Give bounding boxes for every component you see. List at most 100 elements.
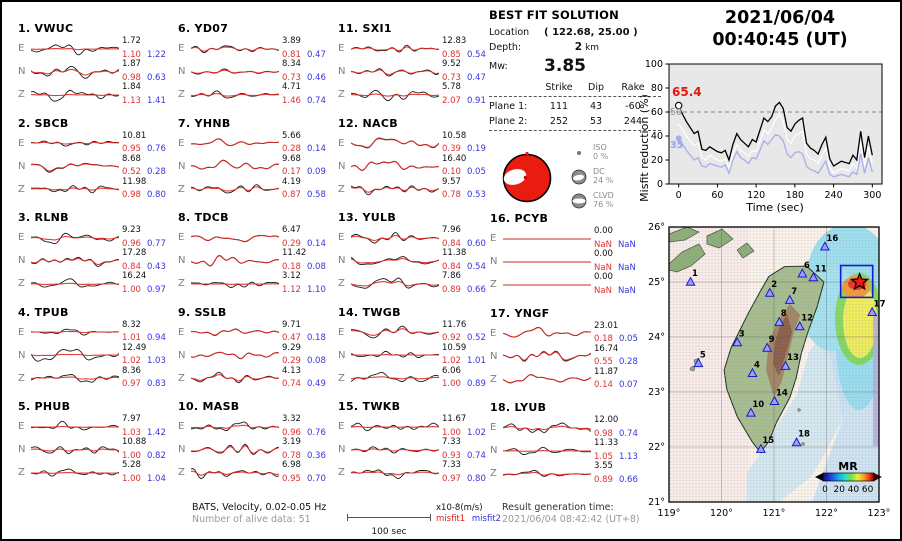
channel-label: N (338, 349, 346, 361)
channel-row-Z: Z 8.36 0.97 0.83 (18, 366, 178, 390)
waveform-plot (503, 469, 591, 477)
synthetic-trace (503, 327, 591, 338)
channel-values: 9.68 0.17 0.09 (282, 153, 326, 178)
peak-amplitude: 11.33 (594, 438, 619, 448)
plane-table-header: Strike Dip Rake (489, 80, 661, 95)
peak-amplitude: 9.68 (282, 153, 301, 164)
station-header: 11. SXI1 (338, 22, 392, 35)
channel-values: 5.66 0.28 0.14 (282, 131, 326, 155)
svg-text:180: 180 (786, 190, 804, 201)
channel-row-E: E 11.67 1.00 1.02 (338, 414, 498, 438)
synthetic-trace (351, 354, 439, 356)
channel-label: Z (178, 372, 185, 384)
synthetic-trace (351, 280, 439, 286)
misfit1-value: 0.97 (442, 473, 461, 484)
waveform-plot (503, 326, 591, 338)
misfit2-value: 0.07 (618, 380, 638, 390)
channel-values: 9.23 0.96 0.77 (122, 225, 166, 249)
misfit1-value: 0.84 (442, 238, 461, 249)
station-block-RLNB: 3. RLNB E 9.23 0.96 0.77 N 17.28 0.84 0.43 Z 16.24… (18, 211, 178, 306)
synthetic-trace (191, 186, 279, 192)
channel-values: 4.13 0.74 0.49 (282, 366, 326, 390)
svg-text:40: 40 (651, 131, 663, 142)
misfit1-value: 0.89 (442, 284, 461, 295)
channel-row-N: N 12.49 1.02 1.03 (18, 343, 178, 367)
channel-row-E: E 12.00 0.98 0.74 (490, 415, 650, 439)
channel-values: 11.38 0.84 0.54 (442, 248, 486, 272)
svg-text:40: 40 (848, 485, 860, 495)
channel-label: E (338, 137, 345, 149)
bats-filter-label: BATS, Velocity, 0.02-0.05 Hz (192, 502, 327, 513)
channel-values: 12.83 0.85 0.54 (442, 36, 486, 60)
channel-values: 16.74 0.55 0.28 (594, 344, 638, 368)
waveform-plot (191, 138, 279, 147)
observed-trace (31, 65, 119, 79)
misfit2-value: 1.13 (618, 451, 638, 462)
channel-label: E (490, 422, 497, 433)
plane2-rake: 244 (623, 116, 643, 127)
waveform-plot (503, 350, 591, 362)
channel-label: E (18, 232, 25, 243)
channel-row-Z: Z 9.57 0.78 0.53 (338, 177, 498, 201)
channel-values: 10.81 0.95 0.76 (122, 131, 166, 155)
waveform-plot (351, 67, 439, 77)
svg-text:240: 240 (825, 190, 843, 201)
channel-row-Z: Z 1.84 1.13 1.41 (18, 82, 178, 106)
channel-values: 9.29 0.29 0.08 (282, 343, 326, 367)
peak-amplitude: 8.34 (282, 59, 301, 69)
station-triangle-6 (797, 268, 808, 278)
peak-amplitude: 7.33 (442, 437, 461, 447)
station-triangle-18 (791, 437, 802, 447)
solution-depth-row: Depth: 2 km (489, 41, 667, 53)
misfit2-value: 0.28 (618, 357, 638, 367)
waveform-plot (31, 162, 119, 173)
synthetic-trace (191, 424, 279, 429)
channel-row-E: E 7.96 0.84 0.60 (338, 225, 498, 249)
synthetic-trace (31, 282, 119, 285)
station-triangle-16 (819, 241, 830, 251)
channel-label: E (338, 232, 345, 243)
misfit1-value: 0.84 (122, 261, 141, 272)
misfit2-value: 0.83 (146, 379, 166, 389)
svg-text:25°: 25° (648, 277, 665, 288)
channel-row-N: N 7.33 0.93 0.74 (338, 437, 498, 461)
misfit2-value: 0.94 (146, 333, 166, 343)
waveform-plot (351, 422, 439, 431)
channel-label: Z (178, 278, 185, 289)
observed-trace (191, 467, 279, 479)
peak-amplitude: 11.87 (594, 366, 619, 377)
station-triangle-12 (794, 321, 805, 331)
synthetic-trace (191, 138, 279, 147)
channel-label: N (338, 66, 346, 77)
station-block-YNGF: 17. YNGF E 23.01 0.18 0.05 N 16.74 0.55 0.28 Z 11.… (490, 307, 650, 402)
station-triangle-14 (769, 395, 780, 406)
station-triangle-1 (685, 276, 696, 286)
synthetic-trace (503, 471, 591, 476)
station-header: 3. RLNB (18, 211, 69, 224)
map-frame (668, 226, 880, 503)
channel-values: 3.55 0.89 0.66 (594, 461, 638, 485)
channel-label: Z (338, 89, 345, 100)
synthetic-trace (191, 254, 279, 266)
synthetic-trace (503, 425, 591, 430)
peak-amplitude: 11.42 (282, 248, 307, 258)
misfit2-value: 0.19 (466, 144, 486, 154)
synthetic-trace (31, 68, 119, 76)
svg-text:80: 80 (651, 83, 663, 94)
peak-amplitude: 1.87 (122, 59, 141, 69)
misfit2-value: 0.74 (306, 95, 326, 106)
misfit1-value: 0.89 (594, 474, 613, 485)
svg-text:121°: 121° (763, 508, 786, 519)
svg-text:0: 0 (676, 190, 682, 201)
station-header: 1. VWUC (18, 22, 74, 35)
misfit1-value: 0.55 (594, 357, 613, 367)
iso-item: ISO 0 % (571, 143, 608, 161)
misfit2-value: 0.97 (146, 284, 166, 295)
synthetic-trace (191, 444, 279, 454)
synthetic-trace (351, 93, 439, 97)
misfit1-value: 0.95 (282, 473, 301, 484)
channel-row-Z: Z 5.78 2.07 0.91 (338, 82, 498, 106)
channel-label: N (18, 255, 26, 266)
channel-label: Z (18, 183, 25, 195)
misfit1-value: 0.14 (594, 380, 613, 390)
